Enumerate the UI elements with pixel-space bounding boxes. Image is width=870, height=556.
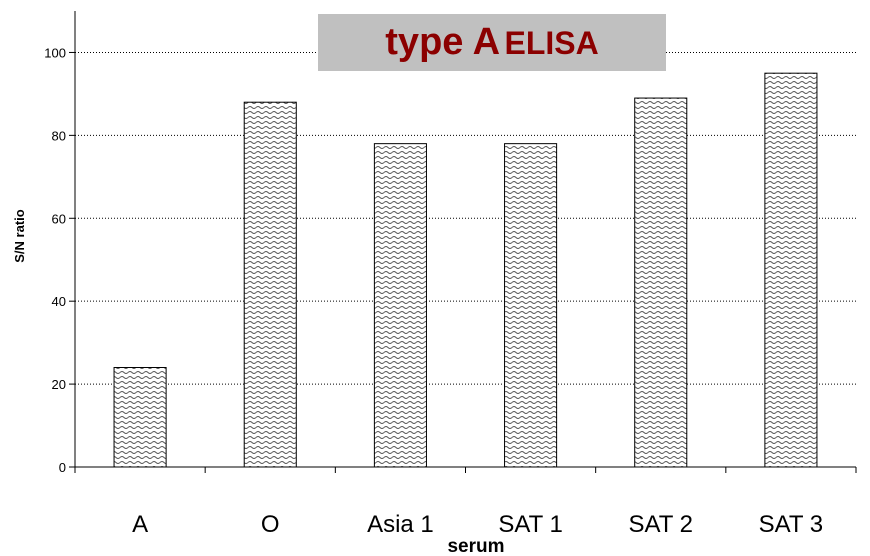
x-category-label: A	[132, 511, 148, 538]
y-tick-label: 100	[44, 45, 66, 60]
x-category-label: SAT 3	[759, 511, 823, 538]
chart-title-box: type A ELISA	[318, 14, 666, 71]
gridlines	[75, 51, 856, 385]
y-tick-label: 20	[52, 377, 66, 392]
bar	[373, 143, 427, 468]
bar	[113, 367, 167, 468]
x-category-label: Asia 1	[367, 511, 434, 538]
x-category-label: SAT 1	[498, 511, 562, 538]
bar	[243, 101, 297, 468]
x-axis-title: serum	[447, 536, 504, 556]
x-category-label: SAT 2	[629, 511, 693, 538]
y-tick-labels: 0 20 40 60 80 100	[44, 45, 66, 475]
axes	[69, 11, 857, 473]
bar	[504, 143, 558, 468]
bar	[764, 72, 818, 468]
y-tick-label: 40	[52, 294, 66, 309]
chart-title-suffix: ELISA	[504, 25, 599, 61]
bars	[113, 72, 818, 468]
y-tick-label: 60	[52, 211, 66, 226]
y-tick-label: 80	[52, 128, 66, 143]
chart-title: type A ELISA	[385, 21, 598, 64]
y-tick-label: 0	[59, 460, 66, 475]
chart-title-main: type A	[385, 21, 501, 63]
y-axis-title: S/N ratio	[12, 209, 27, 263]
x-category-label: O	[261, 511, 280, 538]
bar	[634, 97, 688, 468]
x-category-labels: A O Asia 1 SAT 1 SAT 2 SAT 3	[132, 511, 823, 538]
